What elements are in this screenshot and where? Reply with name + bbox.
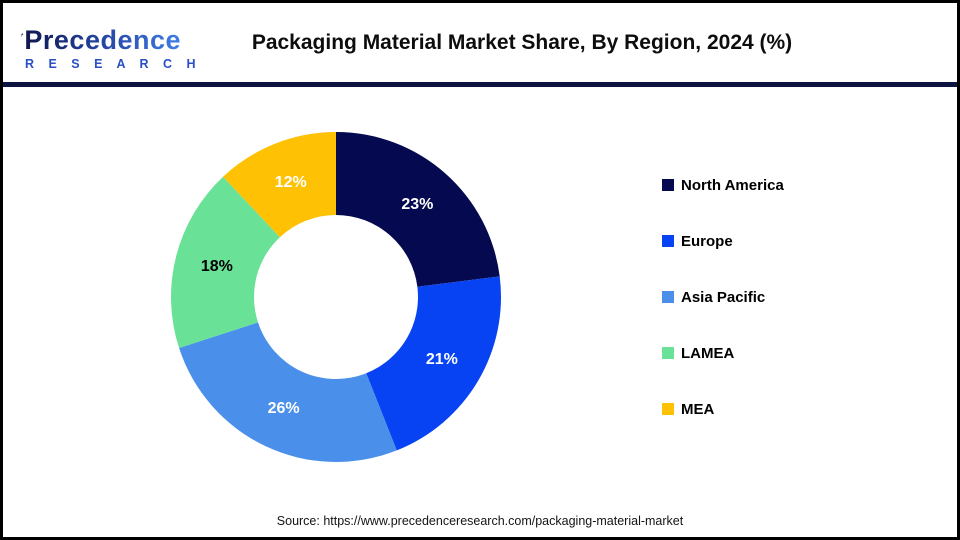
leaf-p-icon: [21, 33, 24, 37]
slice-data-label: 23%: [401, 196, 433, 213]
header-divider: [3, 82, 957, 87]
slice-data-label: 12%: [275, 174, 307, 191]
legend-label: North America: [681, 176, 784, 194]
slice-data-label: 26%: [268, 400, 300, 417]
donut-slice-north-america: [336, 132, 500, 287]
legend-swatch-icon: [662, 179, 674, 191]
legend-label: LAMEA: [681, 344, 735, 362]
donut-chart: 23% 21% 26% 18% 12%: [171, 132, 501, 462]
legend-swatch-icon: [662, 403, 674, 415]
legend-swatch-icon: [662, 347, 674, 359]
slice-data-label: 18%: [201, 258, 233, 275]
legend-item-lamea: LAMEA: [662, 344, 784, 362]
donut-slice-mea: [223, 132, 336, 238]
donut-slice-europe: [366, 276, 501, 451]
precedence-research-logo: Precedence R E S E A R C H: [21, 15, 202, 71]
legend-item-north-america: North America: [662, 176, 784, 194]
legend-item-europe: Europe: [662, 232, 784, 250]
legend-label: Europe: [681, 232, 733, 250]
legend-item-asia-pacific: Asia Pacific: [662, 288, 784, 306]
legend-label: Asia Pacific: [681, 288, 766, 306]
slice-data-label: 21%: [426, 351, 458, 368]
source-note: Source: https://www.precedenceresearch.c…: [276, 514, 684, 528]
legend: North America Europe Asia Pacific LAMEA MEA: [662, 176, 784, 456]
chart-title: Packaging Material Market Share, By Regi…: [251, 30, 793, 54]
logo-subtitle: R E S E A R C H: [25, 57, 202, 71]
logo-wordmark: Precedence: [24, 25, 181, 55]
legend-label: MEA: [681, 400, 715, 418]
donut-slice-lamea: [171, 176, 280, 348]
legend-item-mea: MEA: [662, 400, 784, 418]
legend-swatch-icon: [662, 235, 674, 247]
donut-slice-asia-pacific: [179, 322, 397, 462]
legend-swatch-icon: [662, 291, 674, 303]
